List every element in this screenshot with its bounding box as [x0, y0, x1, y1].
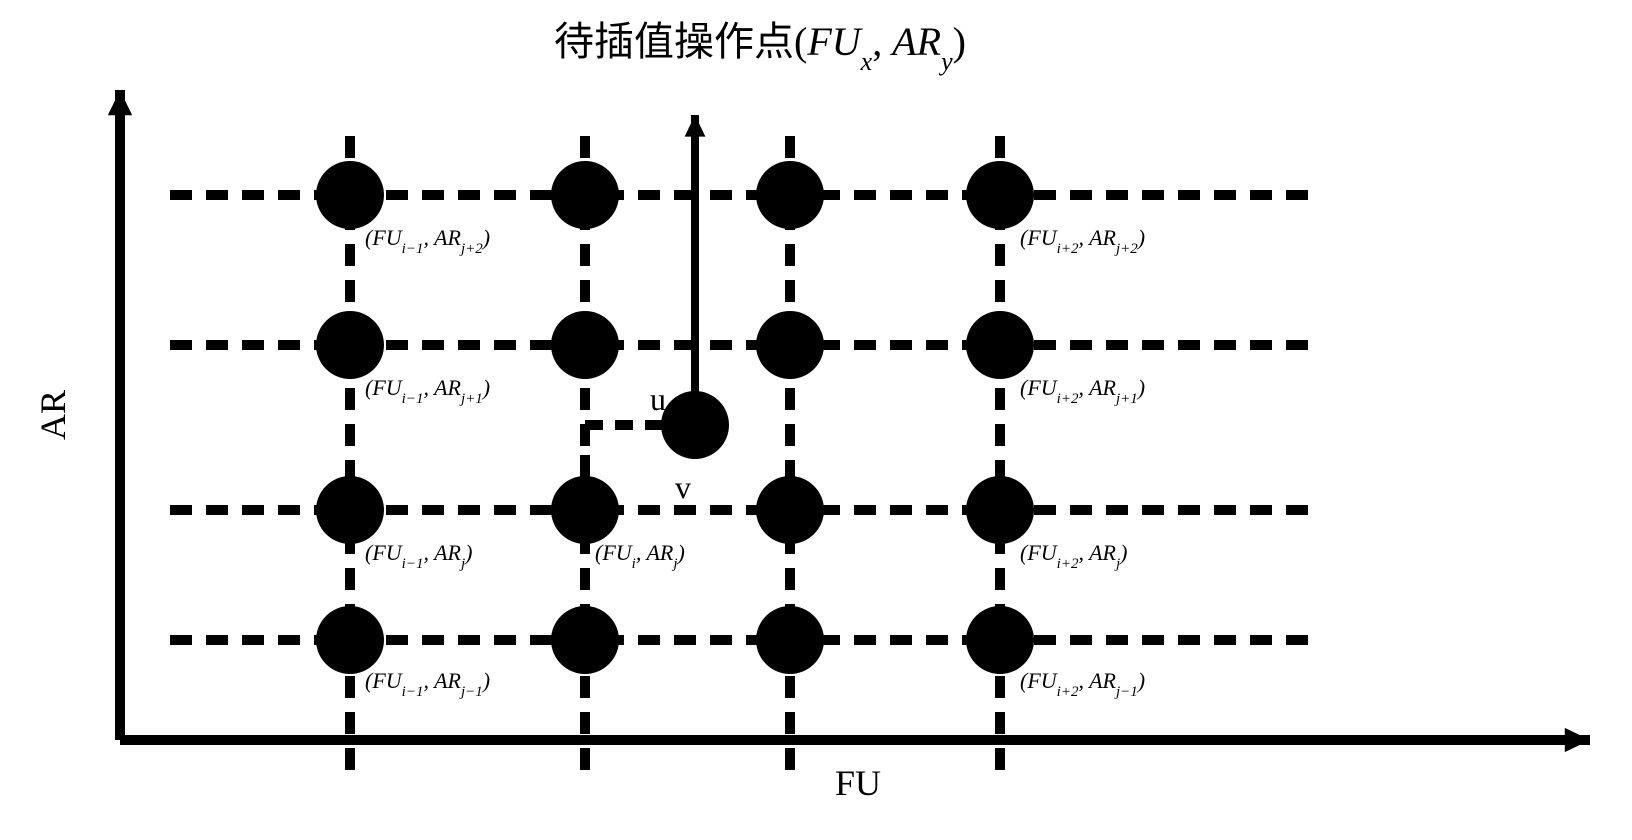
grid-point	[756, 606, 824, 674]
grid-point	[551, 161, 619, 229]
point-label: (FUi−1, ARj+1)	[365, 375, 490, 407]
point-label: (FUi−1, ARj−1)	[365, 668, 490, 700]
grid-point	[551, 606, 619, 674]
arrowhead	[685, 115, 706, 137]
grid-point	[756, 161, 824, 229]
grid-point	[316, 161, 384, 229]
point-label: (FUi+2, ARj+2)	[1020, 225, 1145, 257]
diagram-svg: FU AR u v (FUi−1, ARj−1) (FUi−1, ARj) (FUi−1, …	[20, 20, 1632, 820]
point-label: (FUi−1, ARj+2)	[365, 225, 490, 257]
grid-point	[316, 311, 384, 379]
point-label: (FUi+2, ARj−1)	[1020, 668, 1145, 700]
grid-point	[966, 606, 1034, 674]
grid-point	[316, 606, 384, 674]
grid-point	[966, 476, 1034, 544]
point-label: (FUi+2, ARj)	[1020, 540, 1127, 572]
grid-point	[756, 311, 824, 379]
grid-point	[551, 311, 619, 379]
grid-point	[756, 476, 824, 544]
y-axis-label: AR	[33, 390, 73, 440]
grid-point	[966, 161, 1034, 229]
grid-point	[966, 311, 1034, 379]
point-label: (FUi, ARj)	[595, 540, 685, 572]
interpolation-diagram: FU AR u v (FUi−1, ARj−1) (FUi−1, ARj) (FUi−1, …	[20, 20, 1632, 820]
u-label: u	[650, 381, 666, 417]
point-label: (FUi+2, ARj+1)	[1020, 375, 1145, 407]
arrowhead	[108, 90, 132, 115]
diagram-title: 待插值操作点(FUx, ARy)	[554, 20, 966, 76]
v-label: v	[675, 469, 691, 505]
x-axis-label: FU	[835, 763, 881, 803]
arrowhead	[1565, 728, 1590, 752]
point-label: (FUi−1, ARj)	[365, 540, 472, 572]
grid-point	[316, 476, 384, 544]
